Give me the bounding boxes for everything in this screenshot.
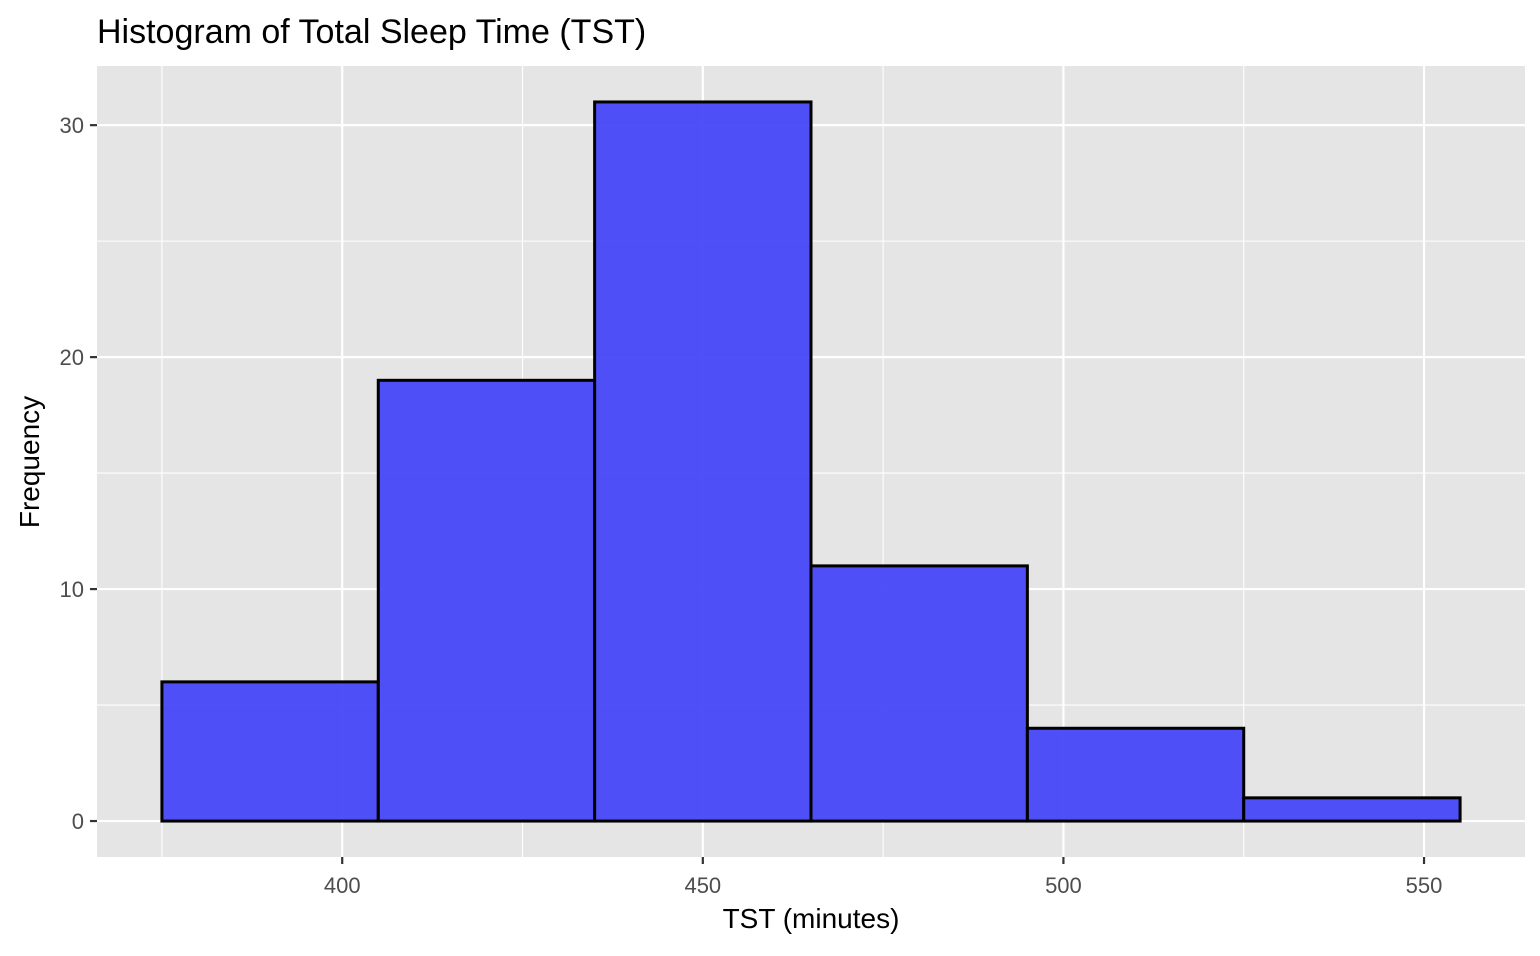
histogram-bar xyxy=(593,100,813,823)
y-tick-label: 0 xyxy=(72,809,84,834)
histogram-bar xyxy=(1242,796,1462,823)
histogram-bars xyxy=(160,100,1462,823)
tick-labels: 400 450 500 550 0 10 20 30 xyxy=(60,113,1443,898)
y-tick-label: 20 xyxy=(60,345,84,370)
x-tick-label: 450 xyxy=(684,873,721,898)
histogram-bar xyxy=(160,680,380,823)
chart-title: Histogram of Total Sleep Time (TST) xyxy=(97,13,646,51)
y-tick-label: 10 xyxy=(60,577,84,602)
histogram-bar xyxy=(1025,726,1246,823)
histogram-bar xyxy=(376,378,597,823)
x-tick-label: 550 xyxy=(1406,873,1443,898)
y-axis-title: Frequency xyxy=(14,396,45,528)
axis-ticks xyxy=(90,124,1426,864)
y-tick-label: 30 xyxy=(60,113,84,138)
x-tick-label: 400 xyxy=(324,873,361,898)
histogram-bar xyxy=(809,564,1029,823)
x-axis-title: TST (minutes) xyxy=(723,903,900,934)
x-tick-label: 500 xyxy=(1045,873,1082,898)
